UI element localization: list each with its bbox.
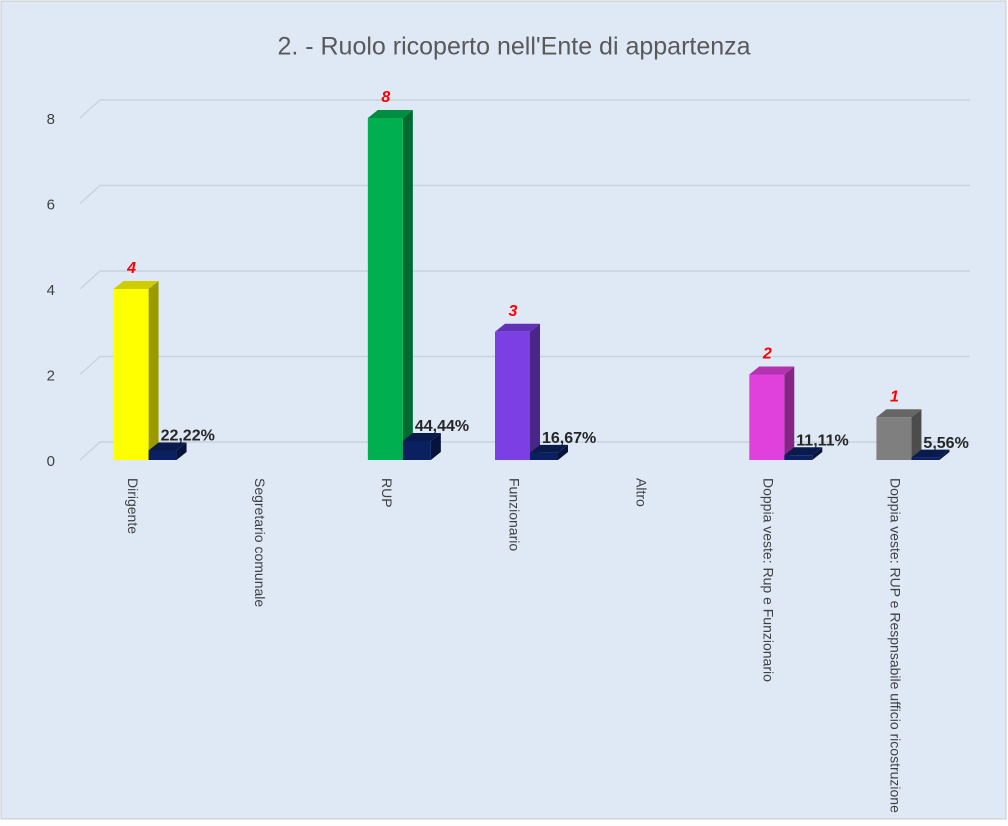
y-tick-label: 8 (47, 111, 55, 128)
bar (911, 449, 950, 460)
bar-face (530, 452, 558, 460)
data-label: 2 (762, 346, 772, 363)
grid-line (79, 184, 970, 205)
bar (876, 409, 922, 460)
bar-face (367, 118, 403, 460)
bar (495, 323, 540, 460)
bar-face (148, 281, 159, 460)
bar (530, 444, 568, 460)
x-tick-label: RUP (379, 478, 395, 508)
bar-face (939, 449, 950, 460)
bar (402, 433, 441, 460)
chart-title: 2. - Ruolo ricoperto nell'Ente di appart… (277, 33, 750, 61)
bar-face (495, 323, 540, 332)
bar-face (911, 409, 922, 460)
bar-face (784, 366, 795, 460)
bar-face (749, 374, 785, 460)
bar-face (784, 447, 823, 456)
data-label: 1 (890, 388, 899, 405)
bar (749, 366, 795, 460)
y-tick-label: 0 (47, 453, 55, 470)
grid-line (79, 270, 970, 290)
bar-face (402, 110, 413, 460)
bar (148, 442, 187, 460)
data-label: 5,56% (923, 435, 968, 452)
bar-face (148, 450, 177, 460)
bar-face (530, 444, 568, 453)
x-tick-label: Dirigente (125, 478, 141, 534)
bar (367, 110, 413, 460)
x-tick-label: Doppia veste: RUP e Respnsabile ufficio … (888, 478, 904, 813)
y-tick-label: 4 (47, 282, 55, 299)
grid-line (79, 99, 970, 119)
bar-face (911, 457, 940, 460)
data-label: 3 (509, 303, 518, 320)
data-label: 4 (126, 260, 136, 277)
bar-face (176, 442, 187, 460)
x-tick-label: Altro (633, 478, 649, 507)
bar-face (558, 444, 568, 460)
grid-line (79, 355, 970, 376)
x-tick-label: Funzionario (506, 478, 522, 551)
bar-face (430, 433, 441, 460)
data-label: 16,67% (542, 430, 596, 447)
bar-face (911, 449, 950, 458)
bar-face (876, 417, 912, 460)
bar-face (784, 455, 813, 460)
data-label: 22,22% (161, 428, 215, 445)
data-label: 8 (381, 89, 390, 106)
y-tick-label: 2 (47, 367, 55, 384)
bar-face (148, 442, 187, 451)
grid-line (79, 441, 970, 461)
bar-face (113, 289, 149, 460)
y-tick-label: 6 (47, 196, 55, 213)
x-tick-label: Segretario comunale (252, 478, 268, 607)
bar-face (876, 409, 922, 418)
bar-face (402, 441, 431, 460)
bar-face (113, 281, 159, 289)
data-label: 44,44% (415, 418, 469, 435)
bar-face (530, 323, 540, 460)
data-label: 11,11% (796, 432, 849, 449)
x-tick-label: Doppia veste: Rup e Funzionario (761, 478, 777, 682)
bar-face (402, 433, 441, 442)
bar-face (749, 366, 795, 375)
bar (113, 281, 159, 460)
bar-face (812, 447, 823, 460)
bar-face (495, 331, 530, 460)
bar-face (367, 110, 413, 118)
bar (784, 447, 823, 460)
